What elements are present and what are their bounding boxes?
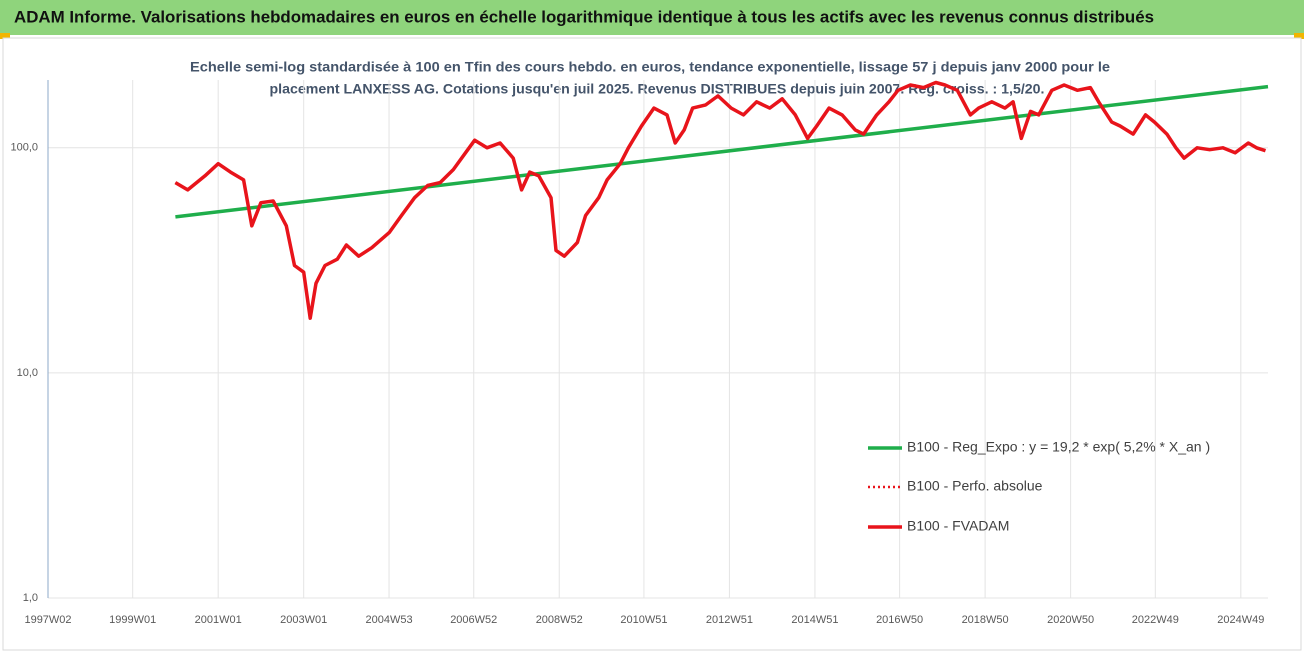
header-band	[0, 0, 1304, 35]
chart-frame	[2, 37, 1302, 651]
x-tick-label: 2001W01	[195, 614, 242, 626]
y-tick-label: 100,0	[10, 142, 38, 154]
y-tick-label: 10,0	[17, 367, 38, 379]
legend-label: B100 - Reg_Expo : y = 19,2 * exp( 5,2% *…	[907, 439, 1210, 455]
x-tick-label: 2008W52	[536, 614, 583, 626]
x-tick-label: 2020W50	[1047, 614, 1094, 626]
corner	[1294, 33, 1304, 39]
chart-title: ADAM Informe. Valorisations hebdomadaire…	[14, 7, 1154, 26]
x-tick-label: 2022W49	[1132, 614, 1179, 626]
x-tick-label: 2004W53	[366, 614, 413, 626]
x-tick-label: 2012W51	[706, 614, 753, 626]
series-line	[175, 84, 1269, 219]
x-tick-label: 2024W49	[1217, 614, 1264, 626]
y-tick-label: 1,0	[23, 592, 38, 604]
x-tick-label: 2006W52	[450, 614, 497, 626]
legend-label: B100 - Perfo. absolue	[907, 478, 1043, 494]
subtitle: placement LANXESS AG. Cotations jusqu'en…	[270, 81, 1045, 97]
corner	[0, 33, 10, 39]
x-tick-label: 2010W51	[620, 614, 667, 626]
x-tick-label: 1999W01	[109, 614, 156, 626]
subtitle: Echelle semi-log standardisée à 100 en T…	[190, 59, 1110, 75]
x-tick-label: 1997W02	[24, 614, 71, 626]
x-tick-label: 2003W01	[280, 614, 327, 626]
x-tick-label: 2016W50	[876, 614, 923, 626]
x-tick-label: 2014W51	[791, 614, 838, 626]
x-tick-label: 2018W50	[962, 614, 1009, 626]
series-line	[174, 80, 1267, 320]
legend-label: B100 - FVADAM	[907, 518, 1009, 534]
